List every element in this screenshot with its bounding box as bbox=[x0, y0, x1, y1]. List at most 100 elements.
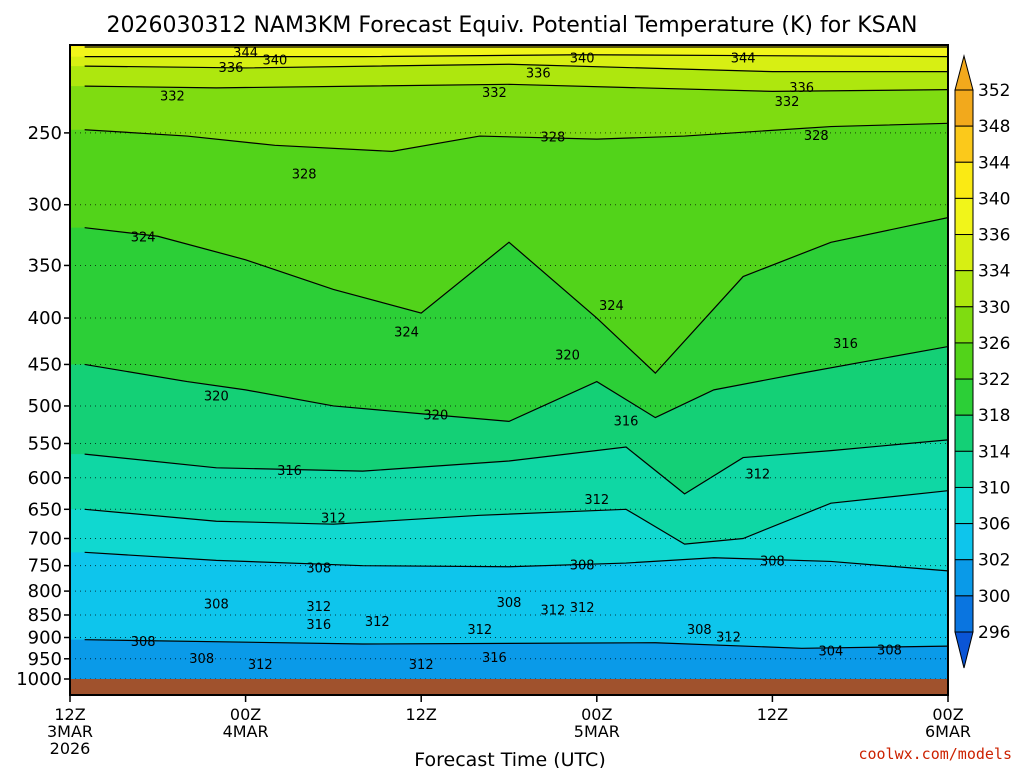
contour-label-312: 312 bbox=[716, 630, 741, 645]
contour-328 bbox=[84, 122, 948, 152]
plot-frame bbox=[69, 44, 949, 696]
y-tick-label-1000: 1000 bbox=[16, 669, 62, 690]
colorbar-label-314: 314 bbox=[978, 442, 1010, 462]
contour-label-308: 308 bbox=[306, 561, 331, 576]
contour-316 bbox=[84, 439, 948, 495]
colorbar-swatch bbox=[954, 197, 974, 236]
contour-label-316: 316 bbox=[614, 414, 639, 429]
x-tick-label: 4MAR bbox=[223, 722, 269, 741]
x-tick-label: 6MAR bbox=[925, 722, 971, 741]
contour-340 bbox=[84, 54, 948, 58]
contour-label-312: 312 bbox=[306, 600, 331, 615]
contour-label-344: 344 bbox=[731, 52, 756, 67]
x-tick-label: 12Z bbox=[406, 705, 437, 724]
x-axis-label: Forecast Time (UTC) bbox=[414, 749, 605, 768]
y-tick-label-900: 900 bbox=[28, 627, 62, 648]
x-tick-label: 2026 bbox=[50, 739, 91, 758]
contour-label-324: 324 bbox=[599, 299, 624, 314]
y-tick-label-450: 450 bbox=[28, 354, 62, 375]
contour-label-308: 308 bbox=[204, 598, 229, 613]
contour-label-328: 328 bbox=[292, 168, 317, 183]
contour-label-308: 308 bbox=[131, 635, 156, 650]
x-tick-label: 12Z bbox=[54, 705, 85, 724]
contour-label-336: 336 bbox=[219, 61, 244, 76]
colorbar-label-310: 310 bbox=[978, 478, 1010, 498]
terrain-surface bbox=[70, 679, 948, 695]
band-below-304 bbox=[70, 639, 948, 679]
contour-304 bbox=[84, 639, 948, 649]
y-tick-label-600: 600 bbox=[28, 468, 62, 489]
y-tick-label-950: 950 bbox=[28, 649, 62, 670]
contour-label-304: 304 bbox=[819, 644, 844, 659]
contour-label-312: 312 bbox=[365, 615, 390, 630]
contour-label-316: 316 bbox=[306, 618, 331, 633]
colorbar-label-330: 330 bbox=[978, 298, 1010, 318]
colorbar-swatch bbox=[954, 306, 974, 344]
contour-label-316: 316 bbox=[277, 464, 302, 479]
colorbar-swatch bbox=[954, 342, 974, 380]
contour-label-320: 320 bbox=[204, 389, 229, 404]
x-tick-label: 00Z bbox=[230, 705, 261, 724]
contour-332 bbox=[84, 83, 948, 92]
contour-label-312: 312 bbox=[467, 623, 492, 638]
contour-label-312: 312 bbox=[321, 511, 346, 526]
contour-label-312: 312 bbox=[409, 658, 434, 673]
colorbar-label-318: 318 bbox=[978, 406, 1010, 426]
colorbar-label-334: 334 bbox=[978, 262, 1010, 282]
contour-320 bbox=[84, 345, 948, 423]
contour-label-308: 308 bbox=[189, 652, 214, 667]
x-tick-label: 3MAR bbox=[47, 722, 93, 741]
contour-label-320: 320 bbox=[423, 408, 448, 423]
contour-label-320: 320 bbox=[555, 349, 580, 364]
contour-label-316: 316 bbox=[833, 337, 858, 352]
contour-label-308: 308 bbox=[877, 643, 902, 658]
y-tick-label-300: 300 bbox=[28, 195, 62, 216]
colorbar-swatch bbox=[954, 559, 974, 597]
contour-label-308: 308 bbox=[687, 623, 712, 638]
colorbar-swatch bbox=[954, 414, 974, 452]
colorbar-arrow-top bbox=[954, 54, 974, 91]
colorbar-swatch bbox=[954, 523, 974, 561]
contour-label-324: 324 bbox=[394, 326, 419, 341]
colorbar-label-344: 344 bbox=[978, 153, 1010, 173]
contour-label-312: 312 bbox=[745, 467, 770, 482]
contour-label-308: 308 bbox=[760, 554, 785, 569]
y-tick-label-250: 250 bbox=[28, 123, 62, 144]
y-tick-label-500: 500 bbox=[28, 396, 62, 417]
colorbar-swatch bbox=[954, 595, 974, 633]
contour-312 bbox=[84, 490, 948, 545]
contour-308 bbox=[84, 551, 948, 572]
contour-label-312: 312 bbox=[584, 493, 609, 508]
colorbar-arrow-bottom bbox=[954, 631, 974, 669]
colorbar-swatch bbox=[954, 270, 974, 308]
chart-title: 2026030312 NAM3KM Forecast Equiv. Potent… bbox=[106, 13, 917, 38]
x-tick-label: 00Z bbox=[581, 705, 612, 724]
y-tick-label-550: 550 bbox=[28, 433, 62, 454]
colorbar-label-296: 296 bbox=[978, 623, 1010, 643]
contour-label-312: 312 bbox=[540, 603, 565, 618]
colorbar-label-336: 336 bbox=[978, 226, 1010, 246]
colorbar-label-326: 326 bbox=[978, 334, 1010, 354]
contour-324 bbox=[84, 217, 948, 374]
contour-label-332: 332 bbox=[160, 90, 185, 105]
credit-link[interactable]: coolwx.com/models bbox=[858, 745, 1012, 763]
colorbar-label-322: 322 bbox=[978, 370, 1010, 390]
contour-label-328: 328 bbox=[540, 131, 565, 146]
contour-336 bbox=[84, 63, 948, 73]
colorbar-swatch bbox=[954, 486, 974, 525]
contour-label-336: 336 bbox=[526, 66, 551, 81]
y-tick-label-850: 850 bbox=[28, 605, 62, 626]
colorbar-label-302: 302 bbox=[978, 551, 1010, 571]
y-tick-label-750: 750 bbox=[28, 556, 62, 577]
y-axis: 2503003504004505005506006507007508008509… bbox=[16, 123, 70, 690]
colorbar-label-352: 352 bbox=[978, 81, 1010, 101]
colorbar: 352 348 344 340 336 334 330 326 322 318 314 310 306 3… bbox=[954, 54, 1010, 669]
y-tick-label-350: 350 bbox=[28, 255, 62, 276]
contour-label-312: 312 bbox=[570, 601, 595, 616]
colorbar-swatch bbox=[954, 125, 974, 163]
y-tick-label-700: 700 bbox=[28, 528, 62, 549]
colorbar-label-300: 300 bbox=[978, 587, 1010, 607]
colorbar-label-348: 348 bbox=[978, 117, 1010, 137]
